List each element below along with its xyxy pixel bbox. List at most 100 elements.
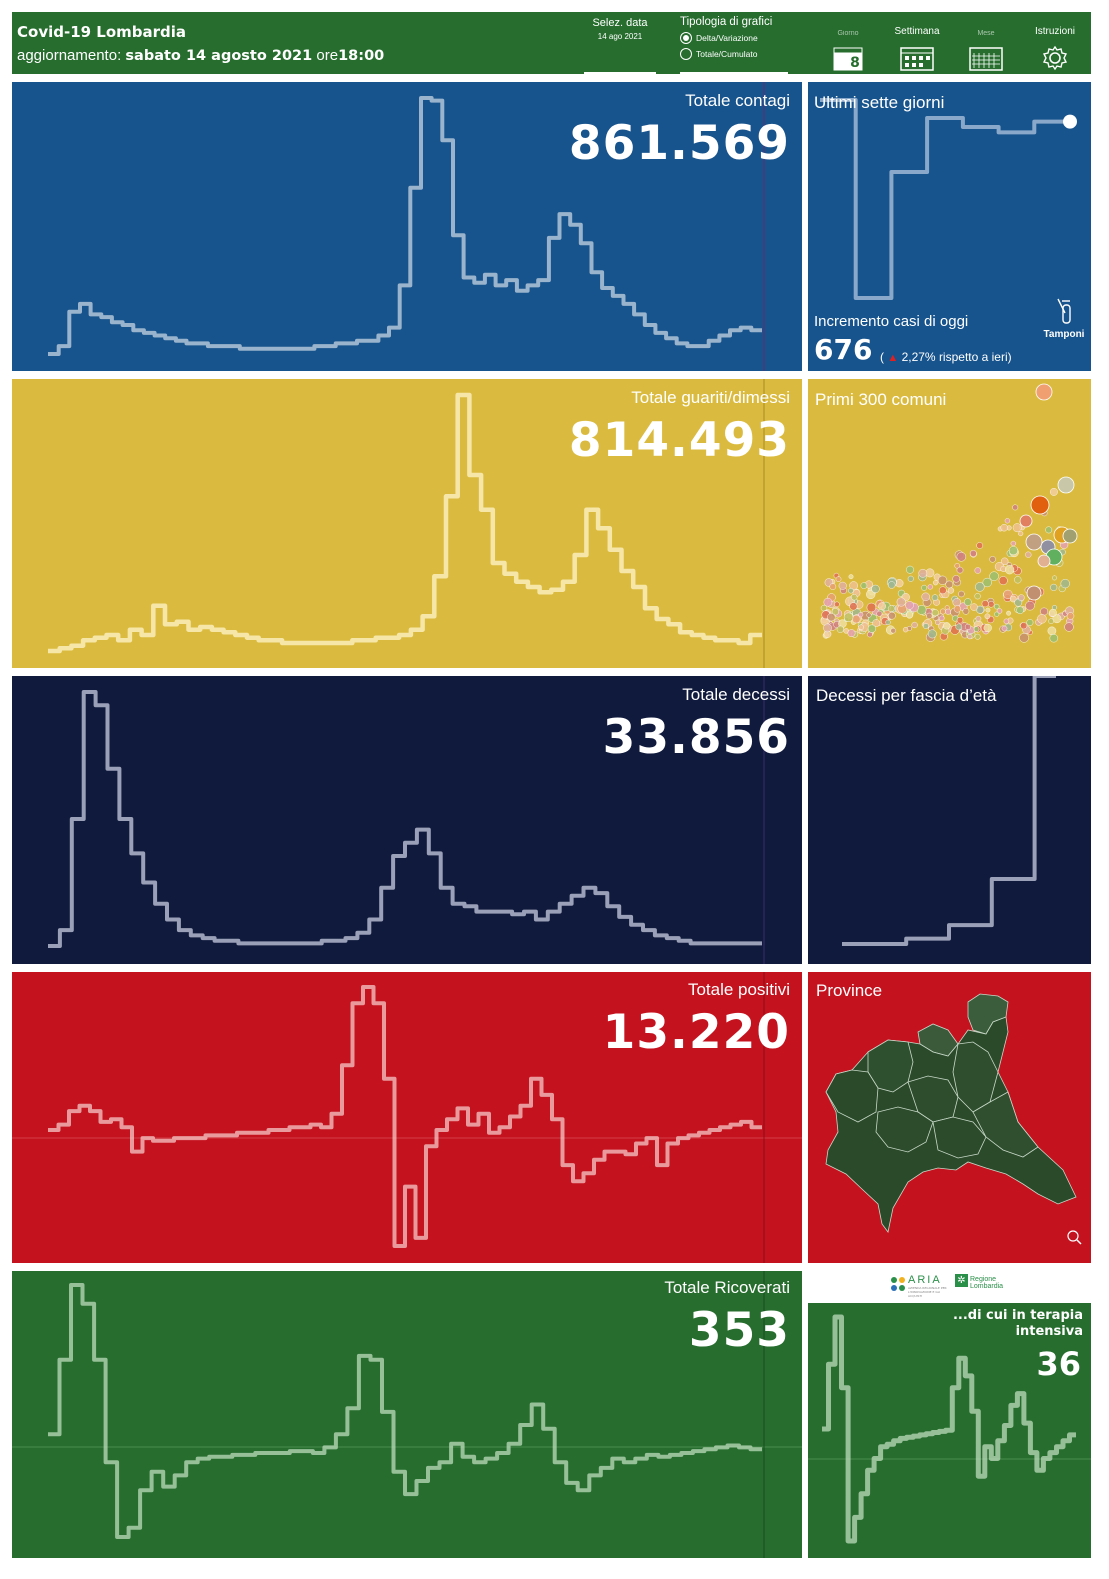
comune-bubble[interactable] (1020, 622, 1028, 630)
comune-bubble[interactable] (834, 601, 840, 608)
comune-bubble[interactable] (932, 580, 939, 586)
comune-bubble[interactable] (836, 625, 845, 633)
date-selector[interactable]: Selez. data 14 ago 2021 (584, 17, 656, 74)
comune-bubble[interactable] (907, 575, 914, 582)
comune-bubble[interactable] (823, 623, 832, 633)
comune-bubble[interactable] (848, 574, 854, 580)
comune-bubble[interactable] (1000, 523, 1008, 532)
comune-bubble[interactable] (843, 612, 854, 623)
comune-bubble[interactable] (1030, 495, 1050, 515)
comune-bubble[interactable] (958, 590, 965, 598)
comune-bubble[interactable] (849, 581, 858, 590)
comune-bubble[interactable] (1006, 610, 1012, 616)
comune-bubble[interactable] (943, 622, 951, 630)
comune-bubble[interactable] (1049, 633, 1059, 643)
comune-bubble[interactable] (998, 576, 1008, 586)
age-panel[interactable]: Decessi per fascia d’età (808, 676, 1091, 964)
comune-bubble[interactable] (835, 576, 842, 583)
comune-bubble[interactable] (860, 582, 868, 589)
comune-bubble[interactable] (1066, 612, 1075, 620)
comune-bubble[interactable] (927, 629, 937, 639)
comune-bubble[interactable] (1045, 526, 1053, 534)
comune-bubble[interactable] (823, 597, 833, 607)
comune-bubble[interactable] (945, 608, 952, 615)
comune-bubble[interactable] (888, 611, 896, 620)
comune-bubble[interactable] (1008, 546, 1018, 556)
province-panel[interactable]: Province (808, 972, 1091, 1263)
comune-bubble[interactable] (935, 619, 941, 626)
comune-bubble[interactable] (1003, 589, 1013, 600)
comune-bubble[interactable] (827, 613, 836, 622)
contagi-panel[interactable]: Totale contagi 861.569 (12, 82, 802, 371)
guariti-panel[interactable]: Totale guariti/dimessi 814.493 (12, 379, 802, 668)
comune-bubble[interactable] (921, 584, 928, 591)
comune-bubble[interactable] (1017, 594, 1025, 602)
comune-bubble[interactable] (829, 583, 837, 590)
comune-bubble[interactable] (858, 612, 864, 618)
comune-bubble[interactable] (1037, 554, 1051, 568)
comune-bubble[interactable] (1060, 578, 1070, 589)
istruzioni-button[interactable]: Istruzioni (1019, 12, 1091, 74)
comune-bubble[interactable] (887, 581, 896, 589)
radio-delta[interactable]: Delta/Variazione (680, 32, 788, 44)
comune-bubble[interactable] (1025, 600, 1035, 611)
comune-bubble[interactable] (866, 589, 876, 600)
comune-bubble[interactable] (939, 608, 946, 615)
comune-bubble[interactable] (1026, 585, 1042, 601)
comune-bubble[interactable] (987, 601, 995, 608)
comune-bubble[interactable] (1035, 383, 1053, 401)
comune-bubble[interactable] (1026, 619, 1034, 626)
comune-bubble[interactable] (1019, 632, 1029, 643)
comune-bubble[interactable] (970, 603, 978, 611)
comune-bubble[interactable] (1004, 518, 1011, 524)
comune-bubble[interactable] (939, 615, 945, 622)
comune-bubble[interactable] (1052, 614, 1062, 624)
comune-bubble[interactable] (989, 571, 999, 581)
comune-bubble[interactable] (931, 609, 939, 617)
comune-bubble[interactable] (1025, 551, 1032, 558)
zoom-icon[interactable] (1067, 1230, 1082, 1245)
comune-bubble[interactable] (890, 627, 896, 634)
ricoverati-panel[interactable]: Totale Ricoverati 353 (12, 1271, 802, 1558)
comune-bubble[interactable] (926, 612, 933, 620)
comune-bubble[interactable] (985, 607, 991, 613)
comune-bubble[interactable] (937, 575, 948, 585)
comune-bubble[interactable] (911, 621, 918, 629)
mese-button[interactable]: Mese (950, 12, 1022, 74)
comune-bubble[interactable] (993, 603, 1000, 610)
comune-bubble[interactable] (850, 593, 858, 601)
comune-bubble[interactable] (1019, 514, 1033, 528)
comune-bubble[interactable] (1014, 576, 1022, 584)
decessi-panel[interactable]: Totale decessi 33.856 (12, 676, 802, 964)
comune-bubble[interactable] (947, 587, 955, 594)
comune-bubble[interactable] (849, 602, 858, 611)
comune-bubble[interactable] (989, 556, 996, 563)
comune-bubble[interactable] (1012, 504, 1019, 511)
positivi-panel[interactable]: Totale positivi 13.220 (12, 972, 802, 1263)
comune-bubble[interactable] (1050, 583, 1058, 591)
comune-bubble[interactable] (1000, 557, 1009, 566)
comune-bubble[interactable] (1047, 626, 1057, 636)
comune-bubble[interactable] (838, 581, 847, 590)
comune-bubble[interactable] (956, 566, 964, 574)
comune-bubble[interactable] (1064, 622, 1074, 632)
comune-bubble[interactable] (831, 608, 840, 616)
lombardia-map[interactable] (808, 972, 1091, 1263)
comune-bubble[interactable] (906, 565, 914, 574)
comune-bubble[interactable] (847, 629, 856, 638)
comune-bubble[interactable] (969, 549, 977, 557)
comune-bubble[interactable] (923, 623, 929, 630)
comune-bubble[interactable] (1049, 487, 1058, 496)
comune-bubble[interactable] (1016, 606, 1024, 615)
comune-bubble[interactable] (878, 602, 886, 611)
giorno-button[interactable]: Giorno 8 (812, 12, 884, 74)
comune-bubble[interactable] (887, 605, 895, 613)
comune-bubble[interactable] (938, 586, 947, 595)
comune-bubble[interactable] (1025, 533, 1043, 551)
comune-bubble[interactable] (896, 597, 906, 607)
comune-bubble[interactable] (955, 623, 963, 631)
comune-bubble[interactable] (982, 577, 992, 588)
comune-bubble[interactable] (974, 593, 981, 600)
comune-bubble[interactable] (1010, 540, 1016, 547)
comune-bubble[interactable] (983, 623, 992, 633)
